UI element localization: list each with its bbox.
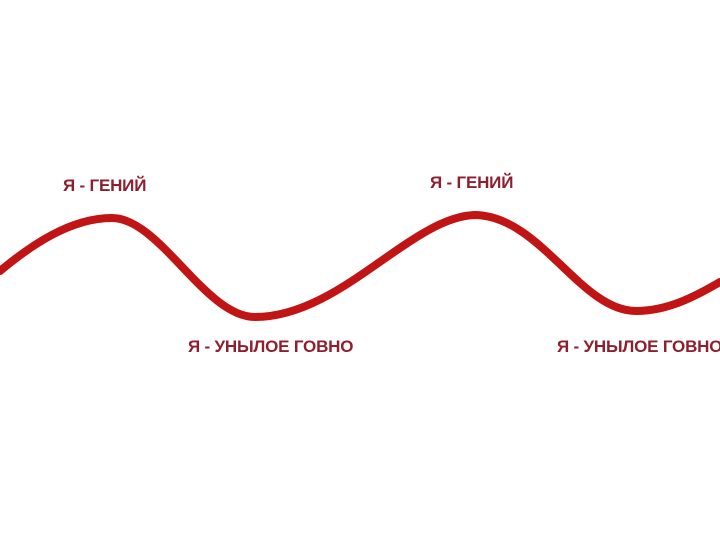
- label-gloom-trough-1: Я - УНЫЛОЕ ГОВНО: [188, 337, 354, 356]
- label-gloom-trough-2: Я - УНЫЛОЕ ГОВНО: [557, 337, 720, 356]
- wave-curve: [0, 211, 720, 321]
- label-genius-peak-2: Я - ГЕНИЙ: [430, 173, 514, 192]
- label-genius-peak-1: Я - ГЕНИЙ: [63, 176, 147, 195]
